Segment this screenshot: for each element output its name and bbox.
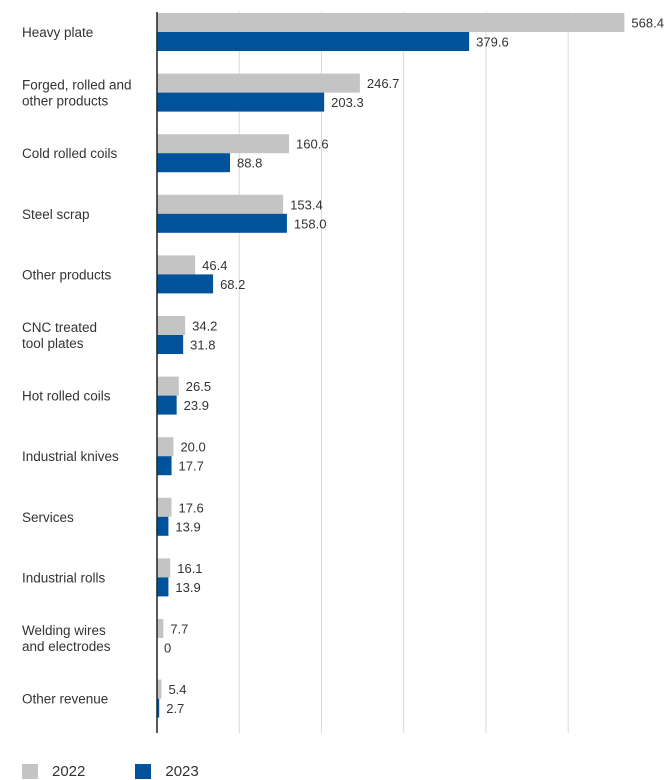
data-label-2022: 16.1 bbox=[177, 561, 202, 576]
category-label: Hot rolled coils bbox=[22, 389, 111, 404]
data-label-2023: 13.9 bbox=[175, 519, 200, 534]
legend-label-2022: 2022 bbox=[52, 762, 86, 780]
data-label-2023: 23.9 bbox=[184, 398, 209, 413]
data-label-2022: 46.4 bbox=[202, 258, 227, 273]
bar-2023 bbox=[157, 274, 214, 294]
data-label-2023: 0 bbox=[164, 641, 171, 656]
data-label-2023: 2.7 bbox=[166, 701, 184, 716]
category-label: Forged, rolled and other products bbox=[22, 78, 132, 109]
data-label-2023: 31.8 bbox=[190, 338, 215, 353]
category-label: Heavy plate bbox=[22, 25, 93, 40]
data-label-2023: 379.6 bbox=[476, 35, 509, 50]
data-label-2023: 158.0 bbox=[294, 216, 327, 231]
data-label-2022: 5.4 bbox=[168, 682, 186, 697]
category-label: Cold rolled coils bbox=[22, 146, 118, 161]
category-label: Industrial knives bbox=[22, 449, 119, 464]
bar-2022 bbox=[157, 316, 186, 335]
data-label-2022: 20.0 bbox=[180, 440, 205, 455]
data-label-2022: 7.7 bbox=[170, 622, 188, 637]
bar-2022 bbox=[157, 497, 172, 517]
bar-2022 bbox=[157, 134, 290, 154]
bar-2023 bbox=[157, 335, 184, 354]
bar-chart: Heavy plate 568.4 379.6 Forged, rolled and o… bbox=[22, 12, 664, 733]
bar-2023 bbox=[157, 32, 470, 51]
category-label: Welding wires and electrodes bbox=[22, 623, 111, 654]
bar-2022 bbox=[157, 255, 196, 275]
legend-swatch-2023 bbox=[135, 763, 152, 779]
category-label: Industrial rolls bbox=[22, 570, 106, 585]
bar-2022 bbox=[157, 73, 360, 93]
legend-item-2022: 2022 bbox=[22, 763, 85, 780]
bar-2022 bbox=[157, 376, 179, 396]
data-label-2023: 13.9 bbox=[175, 580, 200, 595]
category-label: Other products bbox=[22, 267, 112, 282]
bar-2022 bbox=[157, 679, 162, 699]
bar-2023 bbox=[157, 395, 177, 415]
category-label: CNC treated tool plates bbox=[22, 320, 97, 351]
data-label-2023: 88.8 bbox=[237, 156, 262, 171]
bar-2023 bbox=[157, 92, 325, 112]
bar-2022 bbox=[157, 619, 164, 638]
bar-2023 bbox=[157, 456, 172, 476]
data-label-2022: 246.7 bbox=[367, 76, 400, 91]
category-label: Other revenue bbox=[22, 692, 108, 707]
legend-label-2023: 2023 bbox=[165, 762, 199, 780]
data-label-2023: 203.3 bbox=[331, 95, 364, 110]
legend-swatch-2022 bbox=[22, 763, 38, 779]
category-label: Services bbox=[22, 510, 74, 525]
bar-2022 bbox=[157, 13, 625, 32]
data-label-2022: 568.4 bbox=[631, 16, 664, 31]
legend: 2022 2023 bbox=[22, 762, 249, 780]
bar-2023 bbox=[157, 153, 231, 173]
bar-2023 bbox=[157, 213, 287, 233]
data-label-2022: 153.4 bbox=[290, 197, 323, 212]
data-label-2023: 68.2 bbox=[220, 277, 245, 292]
bar-2023 bbox=[157, 698, 160, 718]
data-label-2022: 26.5 bbox=[186, 379, 211, 394]
legend-item-2023: 2023 bbox=[135, 762, 199, 780]
bar-2022 bbox=[157, 194, 284, 214]
bar-2022 bbox=[157, 437, 174, 457]
data-label-2022: 160.6 bbox=[296, 137, 329, 152]
data-label-2023: 17.7 bbox=[179, 459, 204, 474]
data-label-2022: 34.2 bbox=[192, 319, 217, 334]
bar-2023 bbox=[157, 516, 169, 536]
category-label: Steel scrap bbox=[22, 207, 90, 222]
data-label-2022: 17.6 bbox=[178, 500, 203, 515]
bar-2023 bbox=[157, 577, 169, 597]
bar-2022 bbox=[157, 558, 171, 578]
